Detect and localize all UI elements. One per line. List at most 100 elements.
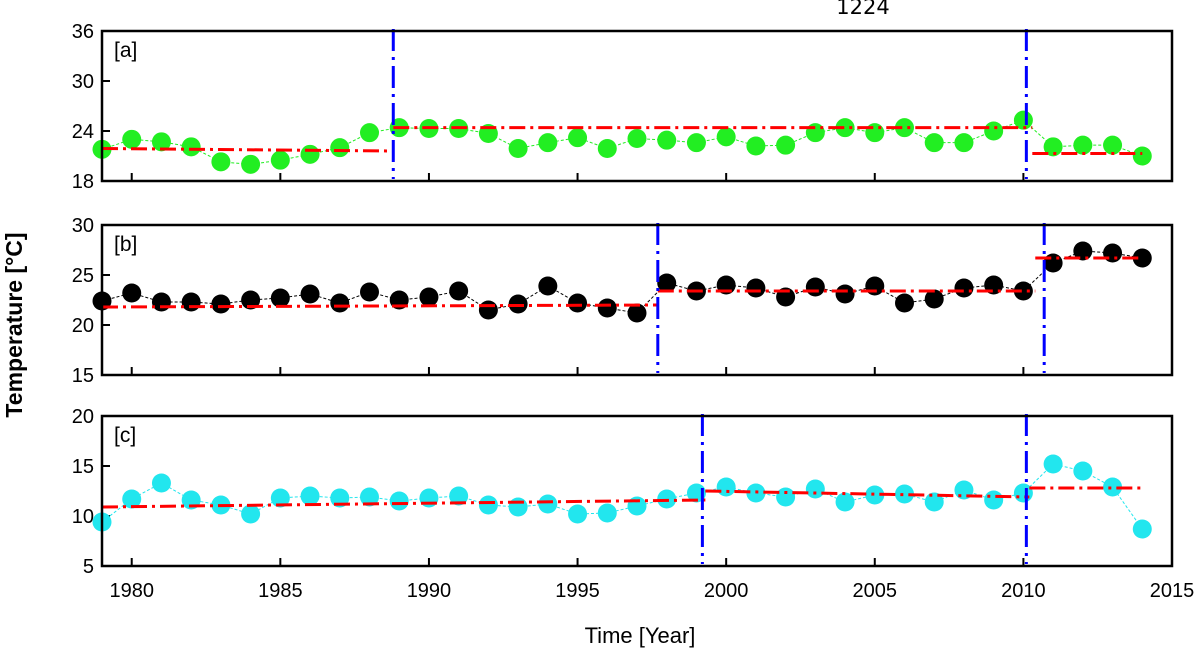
- data-point: [597, 503, 617, 523]
- panel-0: 18 24 30 36 [a]: [72, 21, 1174, 193]
- data-point: [508, 497, 528, 517]
- data-point: [330, 293, 350, 313]
- x-tick-label: 1995: [555, 580, 600, 602]
- data-point: [181, 137, 201, 157]
- data-point: [151, 132, 171, 152]
- data-point: [835, 284, 855, 304]
- panel-2: 5 10 15 20 [c]: [72, 406, 1174, 578]
- data-point: [1132, 248, 1152, 268]
- data-point: [241, 290, 261, 310]
- data-point: [716, 127, 736, 147]
- data-point: [776, 487, 796, 507]
- data-point: [716, 477, 736, 497]
- data-point: [270, 288, 290, 308]
- data-point: [419, 287, 439, 307]
- data-point: [895, 118, 914, 138]
- data-point: [805, 123, 825, 143]
- data-point: [360, 282, 379, 302]
- y-tick-label: 30: [72, 71, 94, 93]
- x-tick-label: 1980: [109, 580, 154, 602]
- data-point: [211, 152, 231, 172]
- data-point: [211, 294, 231, 314]
- x-tick-label: 2010: [1001, 580, 1046, 602]
- data-point: [1043, 454, 1063, 474]
- data-point: [627, 129, 647, 148]
- data-point: [1103, 243, 1123, 263]
- data-point: [568, 293, 588, 313]
- trend-line: [101, 147, 394, 153]
- data-point: [330, 138, 350, 158]
- data-point: [865, 276, 885, 296]
- data-point: [1013, 483, 1033, 503]
- x-tick-label: 1985: [258, 580, 303, 602]
- panels: 18 24 30 36 [a] 15 20 25 30 [b] 5 10 15 20 [c]: [72, 21, 1174, 578]
- data-point: [657, 273, 677, 293]
- data-point: [122, 489, 142, 509]
- panel-frame: [100, 414, 1174, 568]
- data-point: [805, 277, 825, 297]
- trend-line: [101, 498, 706, 509]
- data-point: [449, 486, 469, 506]
- data-point: [300, 284, 320, 304]
- data-point: [478, 495, 498, 515]
- y-tick-label: 24: [72, 121, 94, 143]
- data-point: [1013, 281, 1033, 301]
- data-point: [746, 278, 766, 298]
- y-tick-label: 10: [72, 506, 94, 528]
- data-point: [300, 486, 320, 506]
- data-point: [538, 133, 558, 153]
- y-tick-label: 20: [72, 406, 94, 428]
- data-point: [895, 293, 914, 313]
- x-tick-label: 2015: [1150, 580, 1195, 602]
- data-point: [657, 130, 677, 150]
- data-point: [865, 123, 885, 143]
- data-point: [122, 129, 142, 149]
- data-point: [181, 292, 201, 312]
- data-point: [686, 133, 706, 153]
- panel-label: [c]: [114, 424, 136, 447]
- data-point: [241, 504, 261, 524]
- data-point: [568, 504, 588, 524]
- data-point: [1103, 477, 1123, 497]
- series-connector: [101, 463, 1143, 530]
- data-point: [865, 485, 885, 505]
- y-tick-label: 15: [72, 365, 94, 387]
- data-point: [508, 139, 528, 158]
- y-tick-label: 20: [72, 315, 94, 337]
- data-point: [597, 298, 617, 318]
- data-point: [122, 283, 142, 303]
- data-point: [270, 150, 290, 170]
- data-point: [478, 300, 498, 320]
- data-point: [954, 133, 974, 153]
- panel-label: [b]: [114, 233, 137, 256]
- data-point: [389, 491, 409, 511]
- data-point: [508, 294, 528, 314]
- data-point: [924, 289, 944, 309]
- data-point: [1073, 241, 1093, 261]
- data-point: [1132, 519, 1152, 539]
- data-point: [1073, 461, 1093, 481]
- panel-frame: [100, 223, 1174, 377]
- y-axis-title: Temperature [°C]: [1, 232, 27, 417]
- data-point: [449, 281, 469, 301]
- panel-label: [a]: [114, 39, 137, 62]
- data-point: [895, 484, 914, 504]
- y-tick-label: 30: [72, 215, 94, 237]
- data-point: [151, 473, 171, 493]
- data-point: [924, 492, 944, 512]
- panel-1: 15 20 25 30 [b]: [72, 215, 1174, 387]
- data-point: [924, 133, 944, 153]
- x-axis: 1980 1985 1990 1995 2000 2005 2010 2015: [109, 580, 1194, 602]
- data-point: [776, 135, 796, 155]
- header-text: 1224: [836, 0, 889, 19]
- data-point: [835, 492, 855, 512]
- data-point: [627, 303, 647, 323]
- data-point: [538, 276, 558, 296]
- data-point: [1013, 110, 1033, 130]
- data-point: [984, 490, 1004, 510]
- data-point: [151, 292, 171, 312]
- data-point: [805, 479, 825, 499]
- data-point: [746, 136, 766, 156]
- data-point: [1043, 253, 1063, 273]
